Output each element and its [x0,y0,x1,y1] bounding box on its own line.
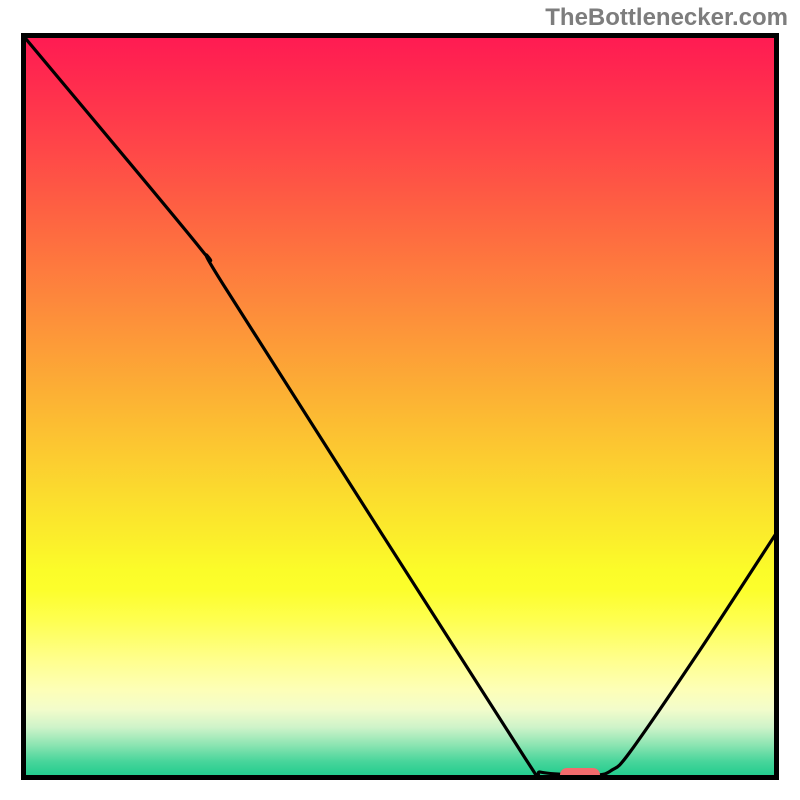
watermark-text: TheBottlenecker.com [545,4,788,32]
chart-background-gradient [21,33,779,780]
bottleneck-chart [0,0,800,800]
